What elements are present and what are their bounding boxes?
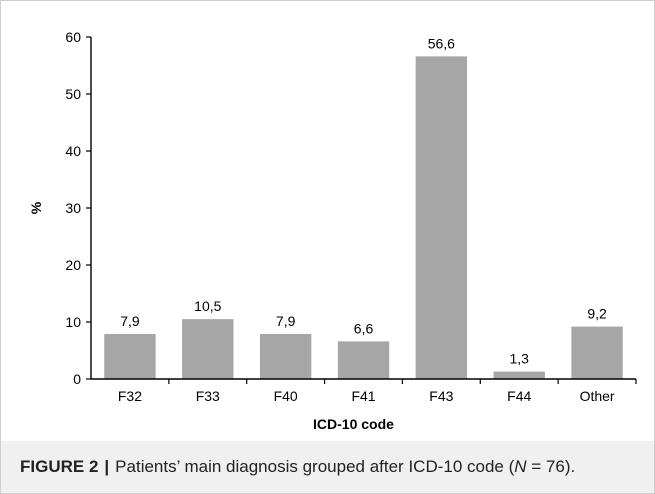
data-label-f33: 10,5 [194,298,221,314]
x-tick-label: F40 [274,388,298,404]
caption-n-symbol: N [514,457,527,476]
caption-n-value: = 76) [526,457,571,476]
x-tick-label: F41 [351,388,375,404]
y-tick-label: 0 [73,371,81,387]
y-tick-label: 40 [65,143,81,159]
y-tick-label: 50 [65,86,81,102]
x-axis-label: ICD-10 code [313,416,394,432]
bar-f40 [259,333,312,379]
data-label-f44: 1,3 [509,351,529,367]
data-label-f32: 7,9 [120,313,140,329]
data-label-f43: 56,6 [428,35,455,51]
y-tick-label: 10 [65,314,81,330]
y-tick-label: 20 [65,257,81,273]
x-tick-label: F44 [507,388,531,404]
bar-f32 [104,333,156,379]
bar-f44 [493,371,545,379]
x-tick-label: Other [580,388,615,404]
y-tick-label: 60 [65,29,81,45]
y-axis-label: % [28,201,44,214]
y-tick-label: 30 [65,200,81,216]
chart-area: 7,9 F32 10,5 F33 7,9 F40 6,6 F41 56,6 F43 1,3 F44 9,… [1,1,654,441]
caption-separator: | [104,457,110,476]
caption-text: Patients’ main diagnosis grouped after I… [115,457,515,476]
caption-end: . [570,457,576,476]
bar-f33 [182,319,234,379]
x-tick-label: F33 [196,388,220,404]
figure-caption: FIGURE 2 | Patients’ main diagnosis groupe… [1,441,654,493]
bar-chart: 7,9 F32 10,5 F33 7,9 F40 6,6 F41 56,6 F43 1,3 F44 9,… [28,29,637,432]
bar-f41 [337,341,390,379]
bar-other [571,326,623,379]
x-tick-label: F32 [118,388,142,404]
data-label-other: 9,2 [587,306,607,322]
data-label-f41: 6,6 [354,320,374,336]
data-label-f40: 7,9 [276,313,296,329]
x-tick-label: F43 [429,388,453,404]
bar-f43 [415,56,468,379]
figure-label: FIGURE 2 [20,457,99,476]
